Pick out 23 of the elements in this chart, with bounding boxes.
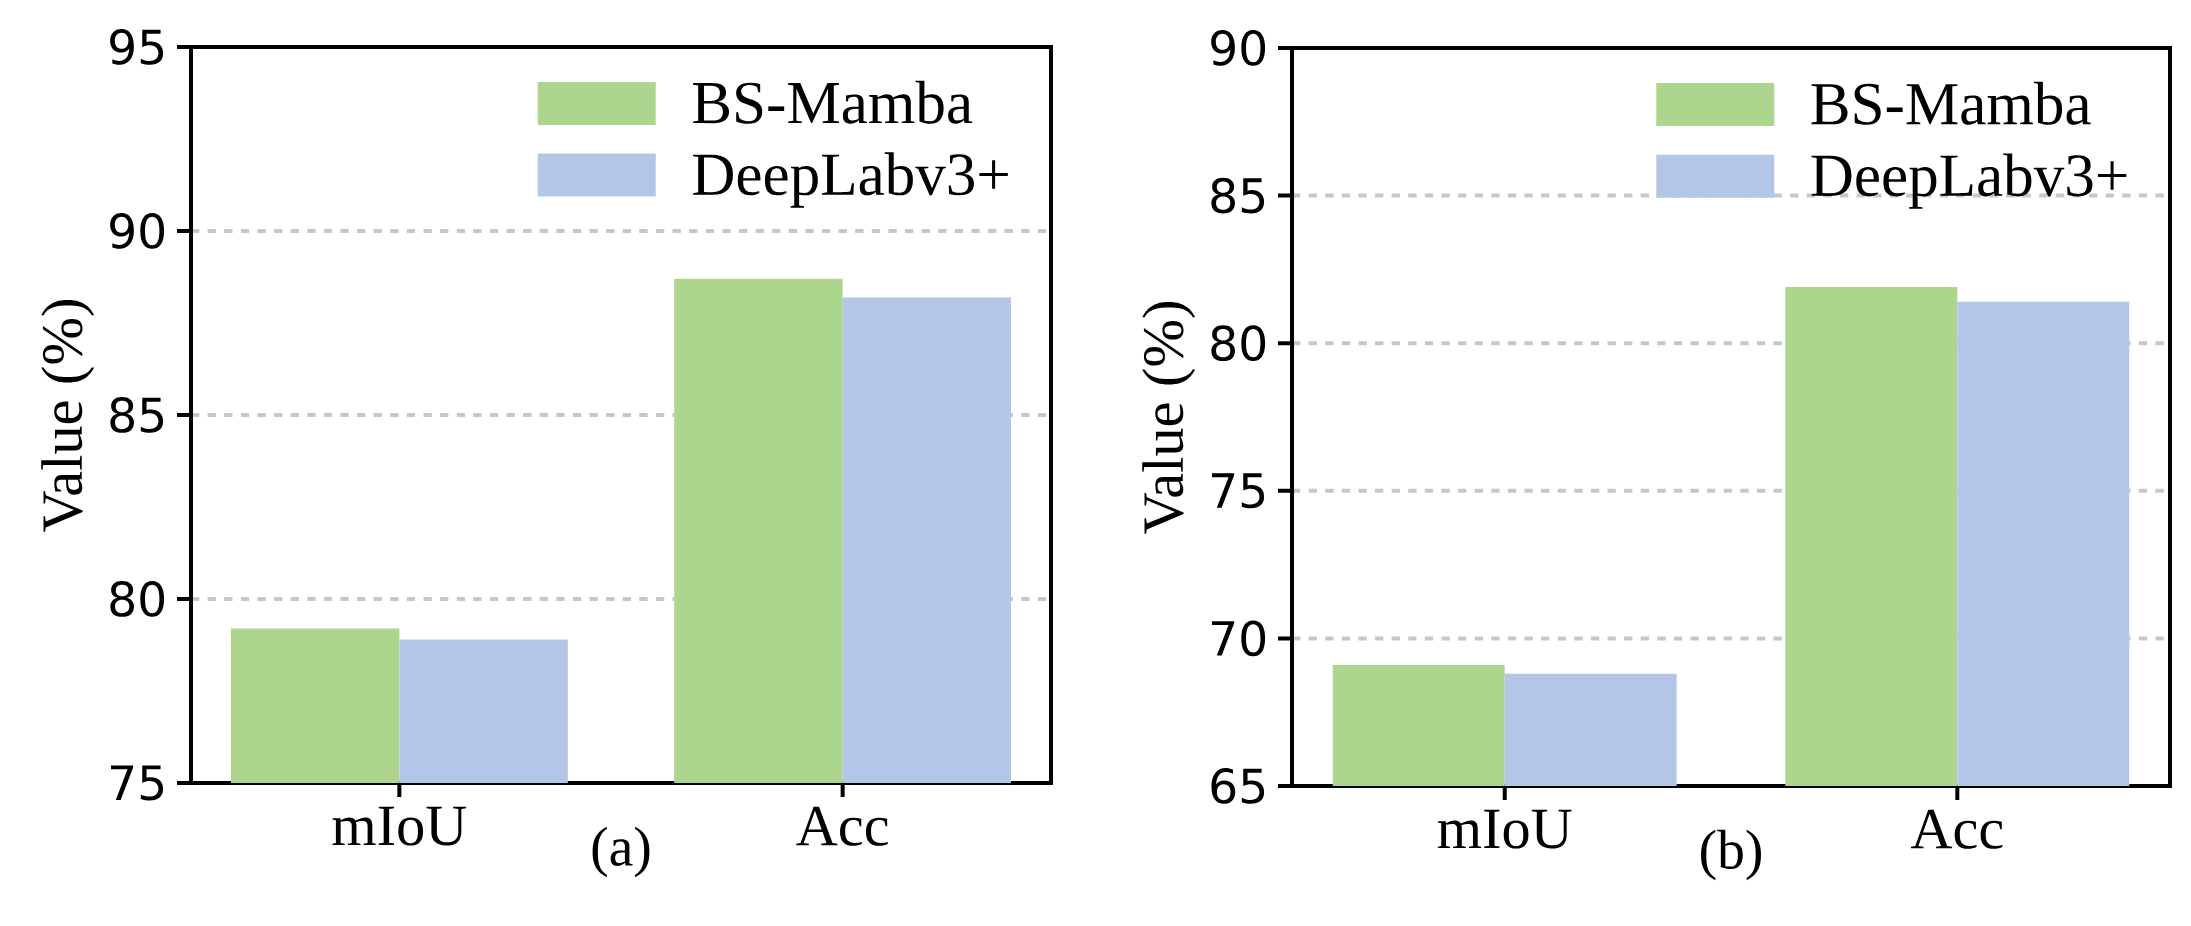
y-tick-label: 95 bbox=[110, 29, 164, 65]
y-tick-label: 85 bbox=[110, 397, 164, 433]
x-axis-title: (b) bbox=[1701, 829, 1761, 881]
y-tick-label: 90 bbox=[1211, 30, 1266, 66]
y-tick-label: 80 bbox=[110, 581, 165, 617]
y-axis-title: Value (%) bbox=[41, 300, 95, 532]
y-tick-label: 85 bbox=[1211, 177, 1265, 214]
x-tick-label: mIoU bbox=[1437, 809, 1572, 849]
y-tick-label: 80 bbox=[1211, 325, 1266, 362]
x-tick-label: mIoU bbox=[332, 806, 467, 846]
x-tick-label: Acc bbox=[1910, 809, 2003, 849]
legend-label: DeepLabv3+ bbox=[1811, 153, 2127, 209]
legend-label: DeepLabv3+ bbox=[693, 152, 1008, 208]
y-tick-label: 70 bbox=[1212, 620, 1266, 657]
y-tick-label: 75 bbox=[1212, 473, 1265, 509]
y-tick-label: 90 bbox=[110, 213, 165, 249]
y-tick-label: 75 bbox=[111, 765, 164, 801]
x-axis-title: (a) bbox=[592, 826, 650, 878]
legend-label: BS-Mamba bbox=[1811, 81, 2091, 125]
x-tick-label: Acc bbox=[796, 806, 888, 846]
y-tick-label: 65 bbox=[1211, 768, 1265, 804]
legend-label: BS-Mamba bbox=[693, 80, 973, 124]
y-axis-title: Value (%) bbox=[1142, 302, 1196, 534]
